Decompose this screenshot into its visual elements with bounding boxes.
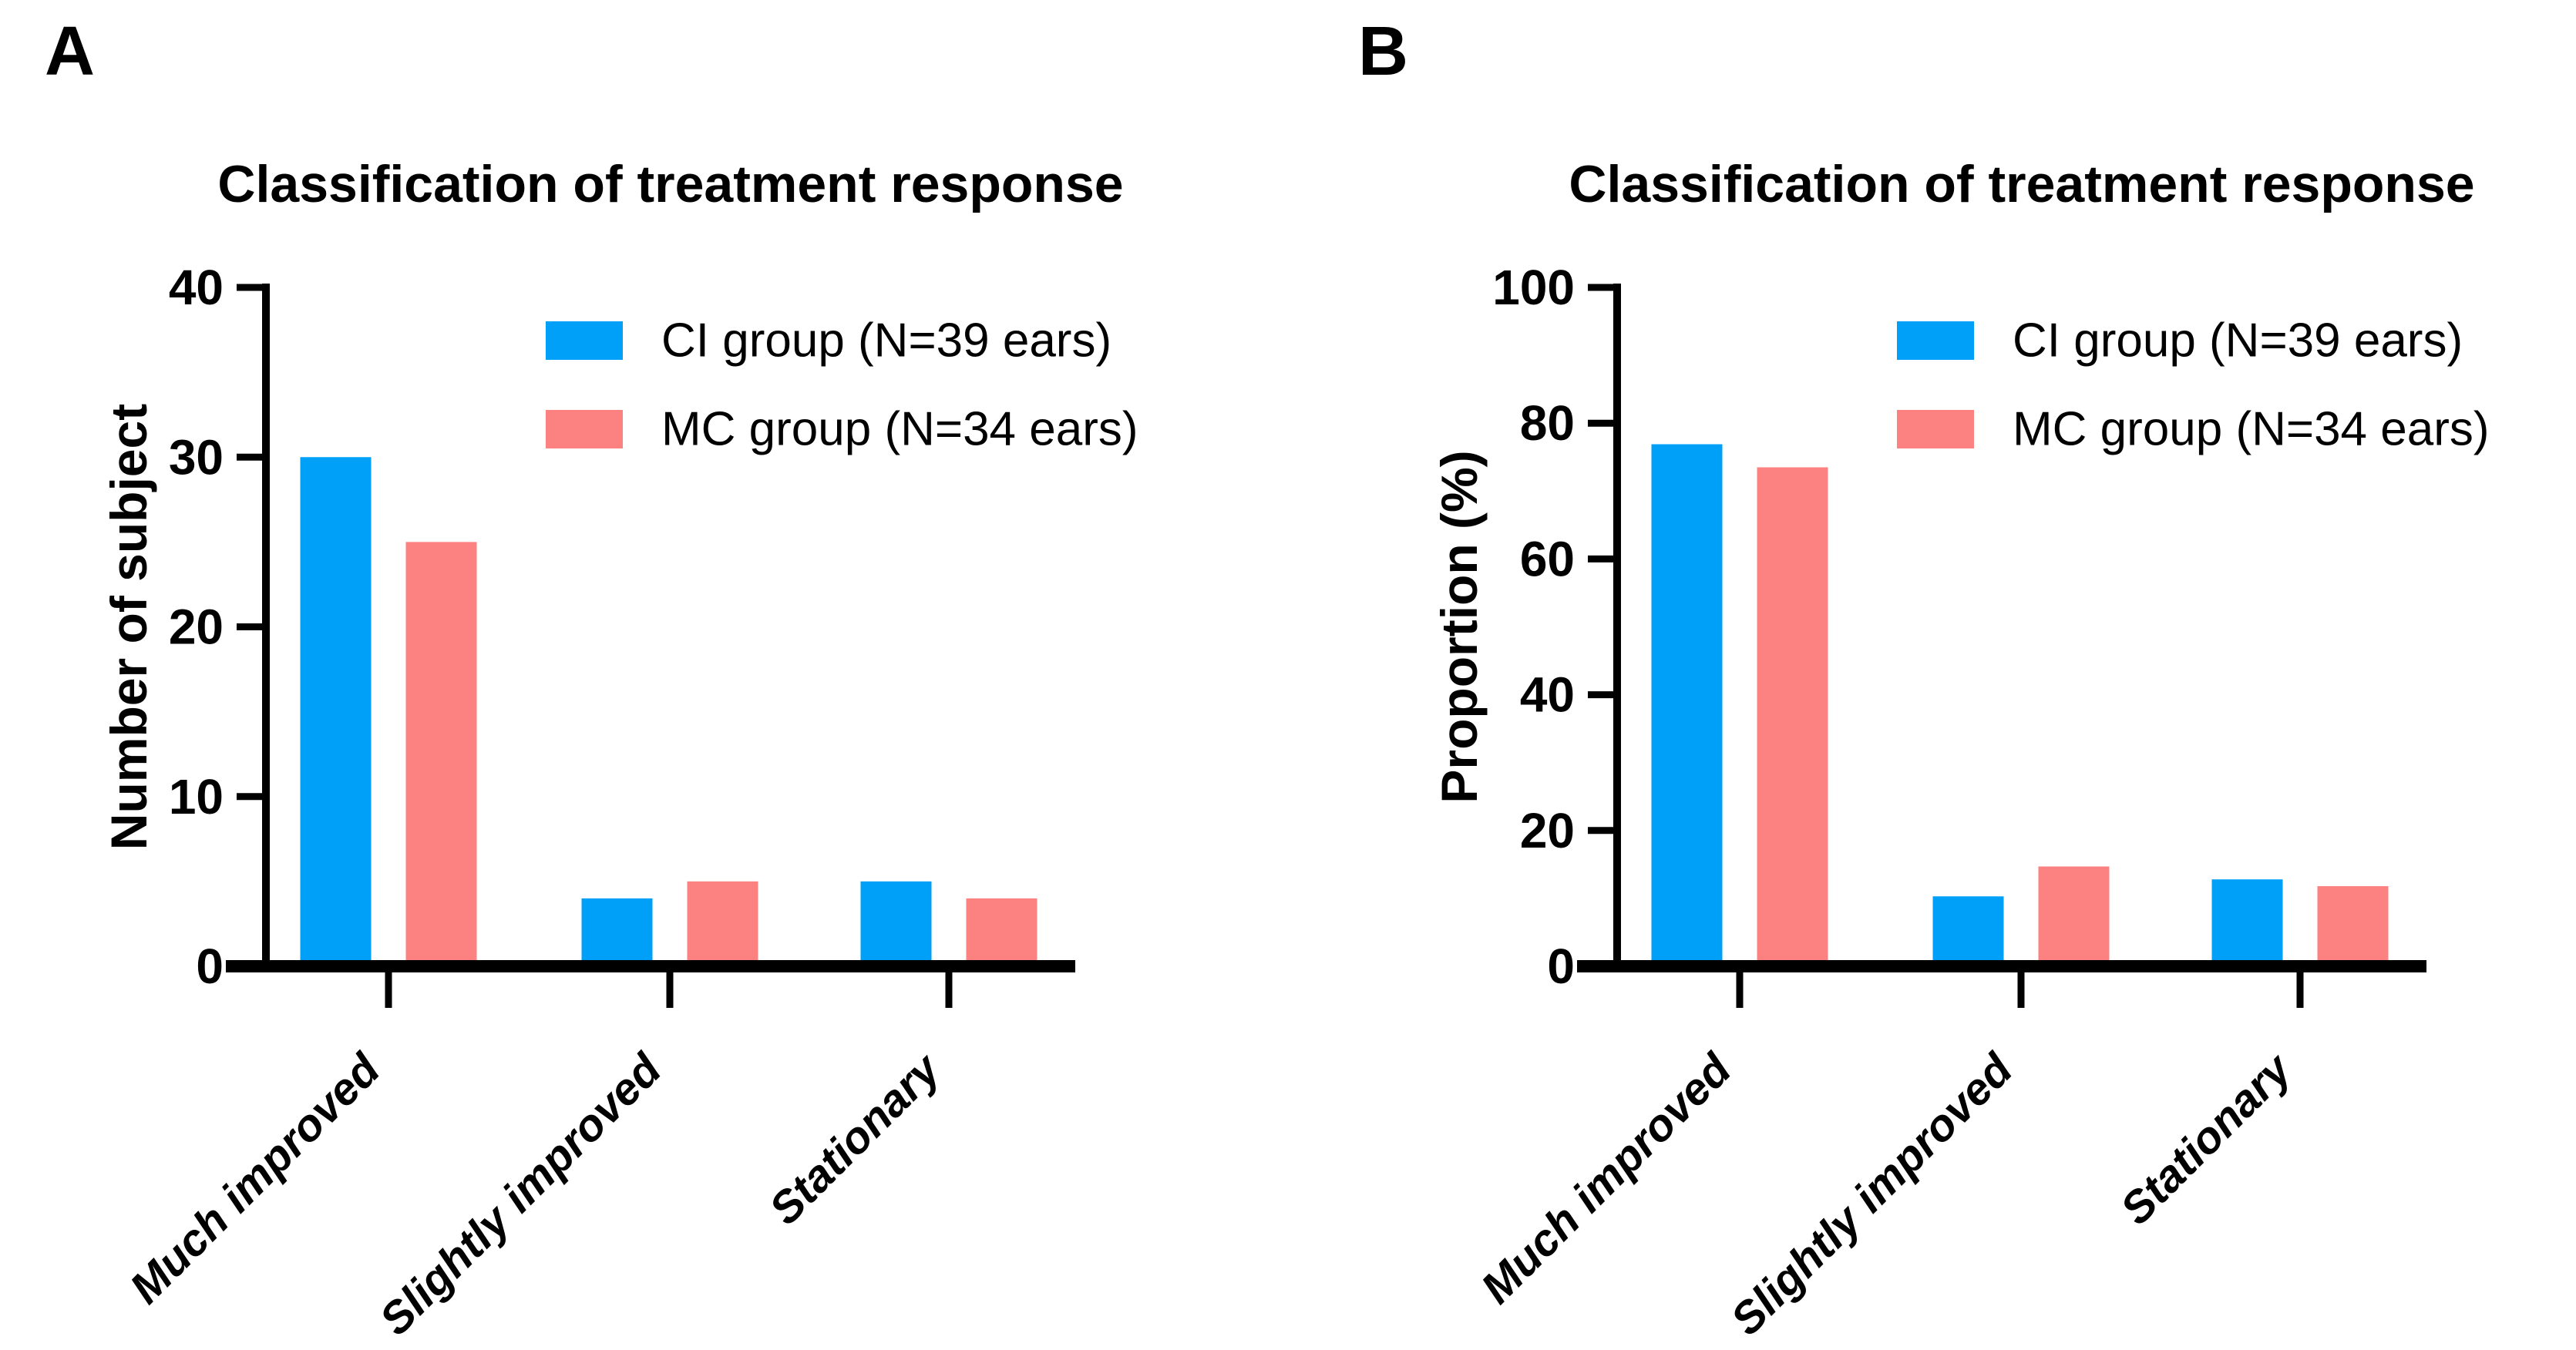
bar-ci-stationary: [860, 881, 932, 966]
legend-label: MC group (N=34 ears): [2013, 403, 2490, 456]
category-label: Much improved: [120, 1043, 390, 1313]
panel-letter: B: [1358, 13, 1408, 90]
category-label: Slightly improved: [370, 1043, 671, 1345]
chart-title: Classification of treatment response: [1569, 155, 2474, 213]
category-label: Stationary: [2111, 1043, 2302, 1234]
panel-a: A Classification of treatment response Num…: [45, 13, 1138, 1345]
y-tick-label: 60: [1520, 531, 1575, 586]
category-label: Much improved: [1471, 1043, 1741, 1313]
legend-swatch-mc: [546, 410, 623, 448]
bar-ci-slightly-improved: [1932, 896, 2004, 966]
legend-label: CI group (N=39 ears): [661, 314, 1111, 368]
y-axis-label: Number of subject: [100, 404, 157, 850]
bar-ci-slightly-improved: [581, 898, 653, 966]
bar-mc-stationary: [2317, 886, 2389, 966]
legend-swatch-ci: [1897, 321, 1974, 360]
panel-b: B Classification of treatment response Pro…: [1358, 13, 2490, 1345]
y-axis-label: Proportion (%): [1431, 450, 1488, 803]
bar-ci-stationary: [2211, 879, 2283, 966]
legend-swatch-mc: [1897, 410, 1974, 448]
bar-mc-slightly-improved: [2038, 866, 2110, 966]
bar-ci-much-improved: [300, 457, 372, 966]
y-tick-label: 0: [196, 939, 224, 994]
bar-mc-much-improved: [405, 542, 477, 966]
y-tick-label: 80: [1520, 395, 1575, 451]
panel-letter: A: [45, 13, 95, 90]
legend-label: MC group (N=34 ears): [661, 403, 1138, 456]
y-tick-label: 100: [1492, 260, 1575, 315]
bar-mc-slightly-improved: [687, 881, 758, 966]
bar-mc-stationary: [966, 898, 1037, 966]
category-label: Slightly improved: [1721, 1043, 2023, 1345]
y-tick-label: 20: [169, 599, 224, 655]
bar-ci-much-improved: [1651, 444, 1723, 966]
bar-mc-much-improved: [1757, 467, 1828, 966]
y-tick-label: 40: [169, 260, 224, 315]
y-tick-label: 10: [169, 769, 224, 824]
y-tick-label: 40: [1520, 667, 1575, 723]
legend-label: CI group (N=39 ears): [2013, 314, 2463, 368]
category-label: Stationary: [760, 1043, 951, 1234]
y-tick-label: 0: [1547, 939, 1575, 994]
y-tick-label: 30: [169, 429, 224, 485]
chart-title: Classification of treatment response: [217, 155, 1123, 213]
legend-swatch-ci: [546, 321, 623, 360]
y-tick-label: 20: [1520, 803, 1575, 858]
